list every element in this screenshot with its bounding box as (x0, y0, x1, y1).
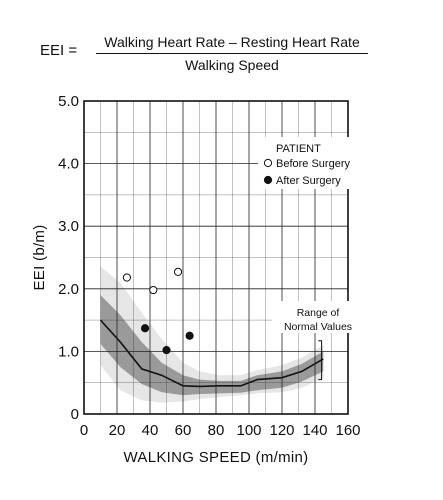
x-tick-label: 0 (80, 422, 88, 439)
x-tick-label: 120 (269, 422, 294, 439)
x-tick-label: 40 (142, 422, 159, 439)
x-axis-title: WALKING SPEED (m/min) (124, 449, 309, 466)
normal-range-label-line-2: Normal Values (284, 321, 352, 333)
formula-denominator: Walking Speed (185, 57, 279, 73)
normal-range-annotation: Range of Normal Values (272, 301, 362, 381)
legend: PATIENT Before Surgery After Surgery (258, 137, 362, 189)
point-after-surgery (185, 331, 194, 340)
legend-label-after-surgery: After Surgery (276, 175, 341, 187)
point-after-surgery (140, 324, 150, 333)
data-points (122, 267, 194, 355)
formula-lhs: EEI = (40, 42, 78, 59)
point-after-surgery (162, 346, 171, 355)
normal-range-bracket (318, 340, 323, 381)
normal-range-bands (99, 266, 324, 403)
y-tick-label: 1.0 (58, 343, 79, 360)
normal-range-label-line-1: Range of (297, 307, 340, 319)
normal-range-annotation-background (272, 301, 362, 333)
normal-range-median-line (99, 319, 324, 388)
plot-frame (83, 100, 349, 415)
y-axis-title: EEI (b/m) (31, 224, 48, 290)
legend-marker-after-surgery (263, 175, 273, 185)
legend-marker-before-surgery (263, 158, 273, 168)
legend-title: PATIENT (276, 143, 321, 155)
legend-background (258, 137, 362, 189)
y-tick-label: 4.0 (58, 156, 79, 173)
x-tick-label: 140 (302, 422, 327, 439)
point-before-surgery (149, 285, 158, 295)
legend-label-before-surgery: Before Surgery (276, 158, 350, 170)
point-before-surgery (122, 273, 132, 282)
x-tick-label: 80 (208, 422, 225, 439)
x-tick-label: 20 (109, 422, 126, 439)
y-tick-label: 3.0 (58, 218, 79, 235)
point-before-surgery (173, 267, 183, 276)
x-tick-labels: 0 20 40 60 80 100 120 140 160 (80, 422, 361, 439)
x-tick-label: 160 (335, 422, 360, 439)
y-tick-label: 5.0 (58, 93, 79, 110)
y-tick-labels: 0 1.0 2.0 3.0 4.0 5.0 (58, 93, 79, 423)
x-tick-label: 60 (175, 422, 192, 439)
x-tick-label: 100 (236, 422, 261, 439)
y-tick-label: 0 (71, 406, 79, 423)
eei-formula: EEI = Walking Heart Rate – Resting Heart… (0, 0, 443, 90)
formula-numerator: Walking Heart Rate – Resting Heart Rate (104, 34, 360, 50)
y-tick-label: 2.0 (58, 281, 79, 298)
formula-fraction-bar (96, 53, 368, 54)
normal-range-inner-band (100, 295, 324, 396)
